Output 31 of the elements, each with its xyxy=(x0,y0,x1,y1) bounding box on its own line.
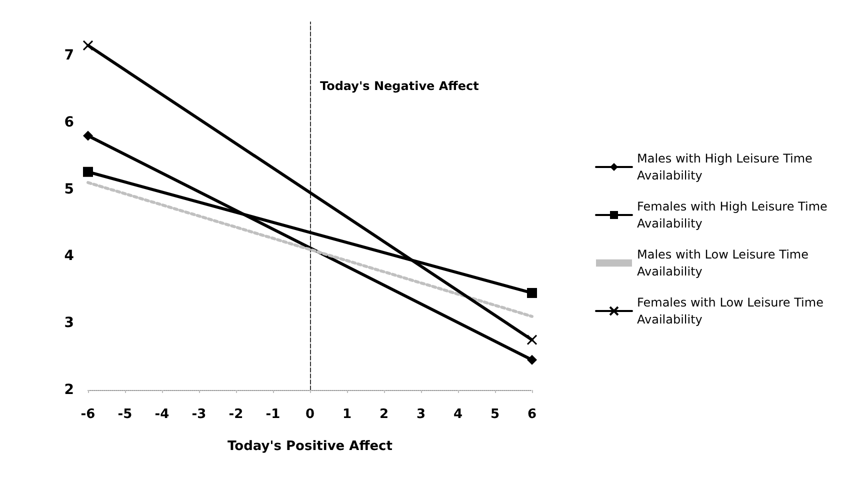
x-tick-label: -1 xyxy=(266,407,280,422)
x-tick-label: 5 xyxy=(490,407,500,422)
point xyxy=(527,354,537,365)
x-tick-label: 0 xyxy=(305,407,315,422)
y-tick-label: 2 xyxy=(64,382,74,398)
point xyxy=(82,40,94,51)
x-tick-label: -3 xyxy=(192,407,206,422)
legend-label: Females with High Leisure Time Availability xyxy=(637,200,832,230)
x-tick-label: -6 xyxy=(80,407,96,422)
point xyxy=(83,166,93,177)
y-tick-label: 4 xyxy=(64,248,74,264)
x-tick-label: 2 xyxy=(379,407,389,422)
x-tick-label: -4 xyxy=(154,407,170,422)
legend-label: Males with Low Leisure Time Availability xyxy=(637,248,812,278)
x-tick-label: 3 xyxy=(416,407,426,422)
y-tick-label: 6 xyxy=(64,114,74,130)
legend-label: Females with Low Leisure Time Availability xyxy=(637,296,828,326)
legend-label: Males with High Leisure Time Availability xyxy=(637,152,816,182)
point xyxy=(527,288,537,298)
x-tick-label: 4 xyxy=(453,407,463,422)
point xyxy=(83,130,93,141)
x-axis-title: Today's Positive Affect xyxy=(228,439,392,454)
x-tick-label: -2 xyxy=(228,407,244,422)
point xyxy=(526,334,538,346)
y-tick-label: 3 xyxy=(64,315,74,332)
y-tick-label: 7 xyxy=(64,47,74,64)
y-tick-label: 5 xyxy=(64,181,74,198)
x-tick-label: 1 xyxy=(342,407,352,422)
x-tick-label: 6 xyxy=(527,407,537,422)
x-tick-label: -5 xyxy=(118,407,132,422)
y-axis-title: Today's Negative Affect xyxy=(320,79,480,93)
